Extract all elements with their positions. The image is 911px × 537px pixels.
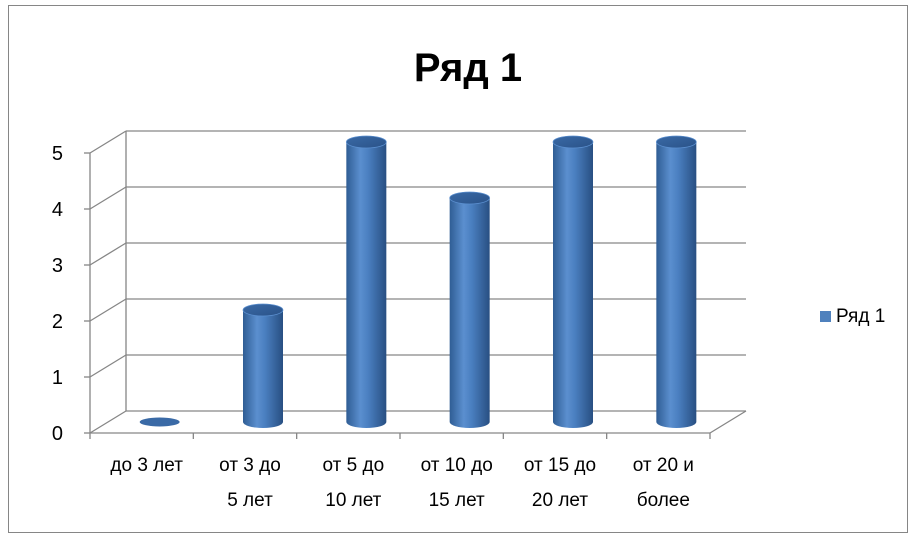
y-tick-label: 4 (52, 199, 63, 221)
y-tick-label: 2 (52, 311, 63, 333)
gridline (84, 130, 746, 154)
y-tick-label: 1 (52, 367, 63, 389)
legend: Ряд 1 (820, 306, 885, 327)
gridline (84, 242, 746, 266)
bar (449, 191, 491, 428)
bar (655, 135, 697, 428)
x-axis-categories: до 3 лет от 3 до 5 лет от 5 до 10 лет от 10 д… (110, 455, 694, 511)
y-tick-label: 0 (52, 423, 63, 445)
gridline (84, 410, 746, 434)
y-axis-ticks: 0 1 2 3 4 5 (52, 143, 63, 445)
gridline (84, 298, 746, 322)
x-category-label: от 10 до 15 лет (421, 455, 493, 511)
x-category-label: от 20 и более (633, 455, 694, 511)
x-category-label: от 5 до 10 лет (323, 455, 385, 511)
axes (89, 131, 747, 439)
y-tick-label: 5 (52, 143, 63, 165)
chart-title: Ряд 1 (414, 46, 522, 90)
bar (552, 135, 594, 428)
bar (345, 135, 387, 428)
legend-swatch (820, 311, 831, 322)
x-category-label: от 15 до 20 лет (524, 455, 596, 511)
bars (139, 135, 697, 428)
gridlines (84, 130, 747, 439)
x-category-label: от 3 до 5 лет (219, 455, 281, 511)
bar (242, 303, 284, 428)
legend-label: Ряд 1 (836, 306, 885, 327)
gridline (84, 354, 746, 378)
x-category-label: до 3 лет (110, 455, 183, 476)
gridline (84, 186, 746, 210)
y-tick-label: 3 (52, 255, 63, 277)
bar (139, 417, 180, 427)
